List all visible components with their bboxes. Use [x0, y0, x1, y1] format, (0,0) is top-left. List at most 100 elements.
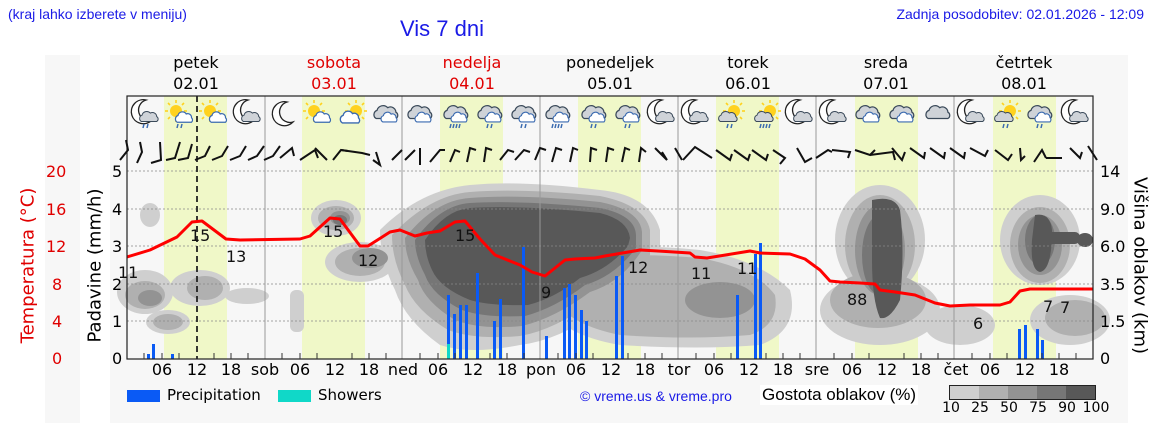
x-tick: 06 [151, 360, 173, 379]
density-tick: 10 [942, 400, 960, 416]
moon-cloud-icon [956, 99, 985, 125]
moon-icon [271, 101, 294, 127]
svg-text:11: 11 [737, 259, 757, 278]
copyright-link[interactable]: © vreme.us & vreme.pro [580, 388, 732, 404]
day-header-ponedeljek: ponedeljek 05.01 [566, 53, 654, 93]
x-tick-day: pon [525, 360, 557, 379]
last-update: Zadnja posodobitev: 02.01.2026 - 12:09 [896, 6, 1144, 22]
temp-tick: 0 [52, 349, 63, 368]
rain-tick: 5 [112, 162, 123, 181]
svg-text:12: 12 [358, 251, 378, 270]
x-tick: 18 [1048, 360, 1070, 379]
temperature-line [126, 216, 1093, 308]
svg-text:15: 15 [323, 222, 343, 241]
plot-frame [126, 95, 1094, 360]
density-tick: 90 [1058, 400, 1076, 416]
showers-bar [447, 344, 450, 359]
x-tick: 06 [841, 360, 863, 379]
cloud-icon [407, 104, 433, 123]
cloud-height-axis-label: Višina oblakov (km) [1129, 176, 1151, 355]
density-swatch-50-75 [1008, 386, 1037, 399]
density-swatch-75-90 [1037, 386, 1066, 399]
page-title: Vis 7 dni [400, 16, 484, 41]
svg-text:13: 13 [226, 247, 246, 266]
temp-tick: 12 [46, 237, 67, 256]
rain-tick: 4 [112, 200, 123, 219]
cloud-height-tick: 6.0 [1100, 237, 1126, 256]
temperature-axis-label: Temperatura (°C) [17, 187, 39, 344]
x-tick: 12 [324, 360, 346, 379]
svg-text:11: 11 [118, 263, 138, 282]
moon-cloud-icon [784, 99, 813, 125]
cloud-density-label: Gostota oblakov (%) [760, 385, 919, 405]
moon-cloud-rain-icon [130, 99, 159, 129]
svg-text:7: 7 [1060, 298, 1070, 317]
cloud-icon [925, 104, 951, 120]
x-tick: 06 [289, 360, 311, 379]
day-header-sobota: sobota 03.01 [306, 53, 362, 93]
density-swatch-90-100 [1066, 386, 1095, 399]
x-tick: 06 [979, 360, 1001, 379]
moon-cloud-icon [646, 99, 675, 125]
x-tick: 12 [462, 360, 484, 379]
temp-tick: 8 [52, 275, 63, 294]
cloud-heavy-rain-icon [545, 104, 571, 129]
moon-cloud-icon [818, 99, 847, 125]
x-minor-ticks [143, 353, 1077, 359]
x-tick-day: sob [250, 360, 280, 379]
cloud-density-scale [949, 385, 1096, 400]
rain-tick: 0 [112, 349, 123, 368]
day-separators [264, 96, 955, 359]
x-tick: 18 [634, 360, 656, 379]
svg-text:11: 11 [691, 264, 711, 283]
x-tick: 12 [186, 360, 208, 379]
cloud-height-tick: 9.0 [1100, 200, 1126, 219]
x-tick: 06 [703, 360, 725, 379]
x-tick: 18 [496, 360, 518, 379]
x-tick: 18 [358, 360, 380, 379]
density-swatch-25-50 [979, 386, 1008, 399]
temp-tick: 16 [46, 200, 67, 219]
day-header-torek: torek 06.01 [725, 53, 771, 93]
svg-text:6: 6 [973, 314, 983, 333]
moon-cloud-icon [232, 99, 261, 125]
moon-cloud-icon [680, 99, 709, 125]
cloud-height-tick: 3.5 [1100, 275, 1126, 294]
day-header-petek: petek 02.01 [173, 53, 219, 93]
cloud-height-tick: 0 [1100, 349, 1111, 368]
density-tick: 100 [1082, 400, 1110, 416]
cloud-height-tick: 1.5 [1100, 312, 1126, 331]
rain-tick: 3 [112, 237, 123, 256]
temperature-labels: 11 15 13 15 12 15 9 12 11 11 88 6 7 7 [118, 222, 1070, 333]
temp-tick: 20 [46, 162, 67, 181]
precipitation-bars [147, 243, 1044, 359]
x-tick: 12 [600, 360, 622, 379]
density-tick: 25 [971, 400, 989, 416]
x-tick: 18 [220, 360, 242, 379]
precipitation-axis-label: Padavine (mm/h) [84, 188, 106, 343]
cloud-rain-icon [511, 104, 537, 129]
precipitation-legend-swatch [127, 390, 160, 402]
x-tick: 12 [738, 360, 760, 379]
showers-legend-label: Showers [318, 386, 382, 404]
density-tick: 75 [1029, 400, 1047, 416]
cloud-height-tick: 14 [1100, 162, 1121, 181]
svg-text:88: 88 [847, 290, 867, 309]
x-tick-day: ned [387, 360, 419, 379]
x-tick: 12 [1014, 360, 1036, 379]
showers-legend-swatch [278, 390, 311, 402]
x-tick: 18 [910, 360, 932, 379]
h-gridlines [127, 170, 1093, 322]
temp-tick: 4 [52, 312, 63, 331]
rain-tick: 2 [112, 275, 123, 294]
precipitation-legend-label: Precipitation [167, 386, 261, 404]
svg-text:15: 15 [455, 226, 475, 245]
moon-cloud-icon [1060, 99, 1089, 125]
cloud-icon [373, 104, 399, 123]
svg-text:12: 12 [628, 258, 648, 277]
wind-barbs-row [119, 139, 1098, 168]
day-header-cetrtek: četrtek 08.01 [995, 53, 1053, 93]
density-tick: 50 [1000, 400, 1018, 416]
day-header-nedelja: nedelja 04.01 [442, 53, 502, 93]
location-note: (kraj lahko izberete v meniju) [8, 6, 187, 22]
